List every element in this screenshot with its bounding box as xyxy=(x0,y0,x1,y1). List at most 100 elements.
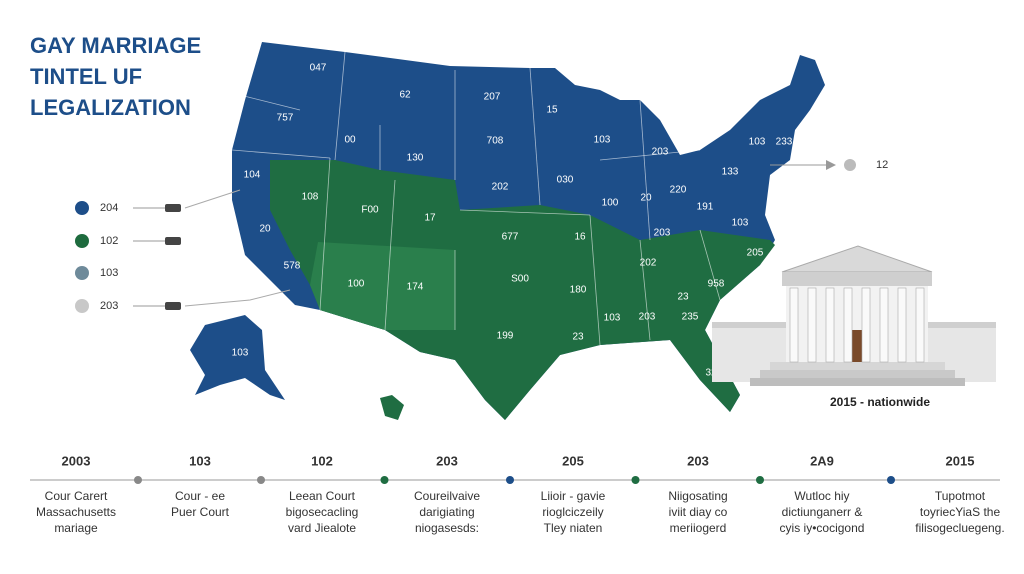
state-label: 104 xyxy=(244,170,261,181)
region-green-light xyxy=(310,242,455,330)
state-label: 578 xyxy=(284,261,301,272)
legend-label: 203 xyxy=(100,300,118,312)
state-label: 23 xyxy=(572,332,584,343)
state-label: 191 xyxy=(697,202,714,213)
timeline-text: Tley niaten xyxy=(544,521,603,535)
timeline-text: Coureilvaive xyxy=(414,489,480,503)
column xyxy=(897,287,907,363)
state-label: 103 xyxy=(732,218,749,229)
state-label: 677 xyxy=(502,232,519,243)
state-label: 103 xyxy=(594,135,611,146)
column xyxy=(789,287,799,363)
state-label: 233 xyxy=(776,137,793,148)
state-label: 00 xyxy=(344,135,356,146)
legend-label: 103 xyxy=(100,267,118,279)
state-label: 174 xyxy=(407,282,424,293)
title-line: GAY MARRIAGE xyxy=(30,33,201,58)
column xyxy=(807,287,817,363)
gavel-icon xyxy=(165,302,181,310)
timeline-dot xyxy=(257,476,265,484)
state-label: 32 xyxy=(705,368,717,379)
legend-connector xyxy=(184,189,241,209)
state-label: 130 xyxy=(407,153,424,164)
legend: 204 102 103 203 xyxy=(75,189,291,313)
state-border xyxy=(384,179,396,331)
state-label: 757 xyxy=(277,113,294,124)
state-label: 203 xyxy=(654,228,671,239)
legend-connector xyxy=(184,289,291,307)
column xyxy=(843,287,853,363)
timeline-year: 103 xyxy=(189,453,211,468)
timeline-dot xyxy=(756,476,764,484)
column xyxy=(861,287,871,363)
timeline-year: 2A9 xyxy=(810,453,834,468)
legend-swatch xyxy=(75,201,89,215)
timeline-text: vard Jiealote xyxy=(288,521,356,535)
timeline-text: filisogecluegeng. xyxy=(915,521,1004,535)
timeline-dot xyxy=(134,476,142,484)
state-label: S00 xyxy=(511,274,529,285)
timeline-text: dictiunganerr & xyxy=(782,505,863,519)
court-caption: 2015 - nationwide xyxy=(830,395,930,409)
state-label: 23 xyxy=(677,292,689,303)
state-border xyxy=(639,239,651,341)
legend-swatch xyxy=(75,234,89,248)
alaska xyxy=(190,315,285,400)
gavel-icon xyxy=(165,204,181,212)
column xyxy=(825,287,835,363)
title-line: TINTEL UF xyxy=(30,64,142,89)
timeline-text: Niigosating xyxy=(668,489,727,503)
state-label: 133 xyxy=(722,167,739,178)
state-border xyxy=(589,214,601,346)
state-label: 235 xyxy=(682,312,699,323)
timeline-year: 205 xyxy=(562,453,584,468)
callout-arrow xyxy=(826,160,836,170)
state-label: 100 xyxy=(602,198,619,209)
state-label: 103 xyxy=(749,137,766,148)
state-border xyxy=(639,99,651,241)
timeline-text: iviit diay co xyxy=(669,505,728,519)
state-label: 180 xyxy=(570,285,587,296)
timeline-text: niogasesds: xyxy=(415,521,479,535)
timeline-text: rioglciczeily xyxy=(542,505,603,519)
timeline-text: mariage xyxy=(54,521,98,535)
state-border xyxy=(334,51,346,161)
state-border xyxy=(231,149,331,159)
timeline-text: cyis iy•cocigond xyxy=(780,521,865,535)
timeline-text: Liioir - gavie xyxy=(541,489,606,503)
timeline-dot xyxy=(380,476,389,484)
state-label: 207 xyxy=(484,92,501,103)
courthouse xyxy=(712,245,996,386)
state-border xyxy=(599,149,701,161)
timeline-year: 2015 xyxy=(946,453,975,468)
legend-swatch xyxy=(75,299,89,313)
state-label: 103 xyxy=(604,313,621,324)
timeline-dot xyxy=(506,476,514,484)
timeline-year: 203 xyxy=(687,453,709,468)
state-label: 103 xyxy=(232,348,249,359)
state-label: 202 xyxy=(640,258,657,269)
timeline: 2003 Cour Carert Massachusetts mariage 103 Co… xyxy=(36,453,1005,535)
state-label: 030 xyxy=(557,175,574,186)
us-map: 047 62 207 15 757 00 708 103 203 103 233 130 104 030 2… xyxy=(190,42,825,420)
state-label: 203 xyxy=(639,312,656,323)
timeline-text: Massachusetts xyxy=(36,505,116,519)
timeline-text: Tupotmot xyxy=(935,489,986,503)
region-green xyxy=(270,160,775,420)
state-label: 15 xyxy=(546,105,558,116)
state-label: 708 xyxy=(487,136,504,147)
timeline-year: 203 xyxy=(436,453,458,468)
timeline-text: Wutloc hiy xyxy=(794,489,849,503)
state-label: 202 xyxy=(492,182,509,193)
callout-label: 12 xyxy=(876,159,888,171)
timeline-text: darigiating xyxy=(419,505,474,519)
state-label: 205 xyxy=(747,248,764,259)
state-label: F00 xyxy=(361,205,379,216)
state-border xyxy=(529,67,541,206)
timeline-text: bigosecacling xyxy=(286,505,359,519)
state-border xyxy=(239,94,301,111)
state-label: 203 xyxy=(652,147,669,158)
state-label: 16 xyxy=(574,232,586,243)
column xyxy=(915,287,925,363)
